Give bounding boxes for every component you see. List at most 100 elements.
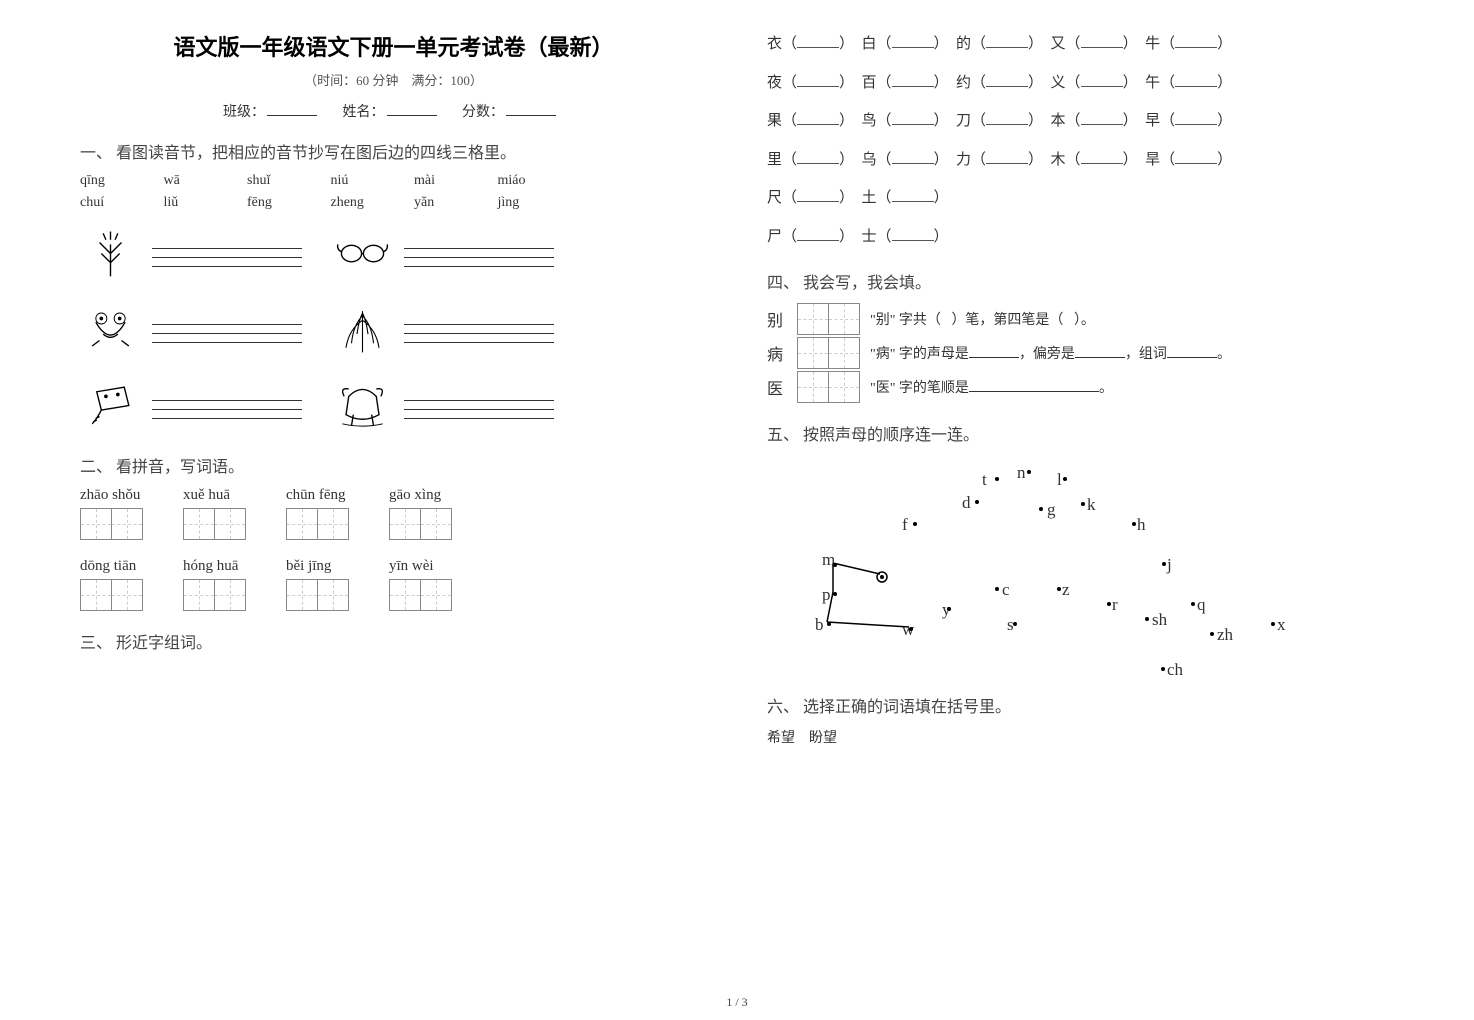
q4-text: "医" 字的笔顺是。 bbox=[870, 377, 1113, 397]
q3-heading: 三、 形近字组词。 bbox=[80, 629, 707, 653]
q5-dot bbox=[1063, 477, 1067, 481]
class-blank bbox=[267, 115, 317, 116]
header-fields: 班级： 姓名： 分数： bbox=[80, 101, 707, 121]
tianzige bbox=[797, 303, 860, 335]
q5-node: q bbox=[1197, 595, 1206, 615]
four-line-grid bbox=[404, 316, 554, 343]
q1-pinyin-row2: chuí liǔ fēng zheng yǎn jìng bbox=[80, 195, 707, 211]
q5-node: f bbox=[902, 515, 908, 535]
pinyin-label: gāo xìng bbox=[389, 487, 452, 504]
q5-dot bbox=[1039, 507, 1043, 511]
q1-p6: miáo bbox=[498, 173, 578, 189]
blank bbox=[1167, 357, 1217, 358]
q1-p11: yǎn bbox=[414, 195, 494, 211]
q5-dot bbox=[833, 592, 837, 596]
q2-row2: dōng tiān hóng huā běi jīng yīn wèi bbox=[80, 558, 707, 611]
q5-heading: 五、 按照声母的顺序连一连。 bbox=[767, 421, 1394, 445]
q5-node: ch bbox=[1167, 660, 1183, 680]
tianzige bbox=[183, 508, 246, 540]
q3-pair-row: 果（） 鸟（） 刀（） 本（） 早（） bbox=[767, 107, 1394, 136]
q1-p9: fēng bbox=[247, 195, 327, 211]
q4-text: "病" 字的声母是，偏旁是，组词。 bbox=[870, 343, 1231, 363]
q4-text-seg: ，偏旁是 bbox=[1019, 347, 1075, 362]
q5-dot bbox=[1057, 587, 1061, 591]
blank bbox=[1075, 357, 1125, 358]
word-item: gāo xìng bbox=[389, 487, 452, 540]
q4-row-2: 病 "病" 字的声母是，偏旁是，组词。 bbox=[767, 337, 1394, 369]
tianzige bbox=[286, 579, 349, 611]
right-column: 衣（） 白（） 的（） 又（） 牛（）夜（） 百（） 约（） 义（） 午（）果（… bbox=[737, 30, 1424, 990]
buffalo-icon bbox=[332, 375, 392, 435]
left-column: 语文版一年级语文下册一单元考试卷（最新） （时间：60 分钟 满分：100） 班… bbox=[50, 30, 737, 990]
q5-node: d bbox=[962, 493, 971, 513]
tianzige bbox=[389, 508, 452, 540]
q5-dot bbox=[1013, 622, 1017, 626]
q6-words: 希望 盼望 bbox=[767, 727, 1394, 747]
q1-image-rows bbox=[80, 223, 707, 435]
tianzige bbox=[80, 508, 143, 540]
q1-p8: liǔ bbox=[164, 195, 244, 211]
q1-heading: 一、 看图读音节，把相应的音节抄写在图后边的四线三格里。 bbox=[80, 139, 707, 163]
q4-char: 别 bbox=[767, 307, 787, 331]
kite-icon bbox=[80, 375, 140, 435]
q5-dot bbox=[1027, 470, 1031, 474]
q5-node: h bbox=[1137, 515, 1146, 535]
rice-plant-icon bbox=[80, 223, 140, 283]
q1-imgrow-2 bbox=[80, 299, 707, 359]
class-label: 班级： bbox=[223, 105, 265, 120]
four-line-grid bbox=[152, 240, 302, 267]
q5-node: b bbox=[815, 615, 824, 635]
frog-icon bbox=[80, 299, 140, 359]
q5-node: k bbox=[1087, 495, 1096, 515]
tianzige bbox=[389, 579, 452, 611]
q4-content: 别 "别" 字共（ ）笔，第四笔是（ ）。 病 "病" 字的声母是，偏旁是，组词… bbox=[767, 303, 1394, 403]
q1-p2: wā bbox=[164, 173, 244, 189]
q3-pairs: 衣（） 白（） 的（） 又（） 牛（）夜（） 百（） 约（） 义（） 午（）果（… bbox=[767, 30, 1394, 251]
pinyin-label: dōng tiān bbox=[80, 558, 143, 575]
q6-heading: 六、 选择正确的词语填在括号里。 bbox=[767, 693, 1394, 717]
q2-row1: zhāo shǒu xuě huā chūn fēng gāo xìng bbox=[80, 487, 707, 540]
q4-text-seg: "别" 字共（ bbox=[870, 313, 941, 328]
q5-node: n bbox=[1017, 463, 1026, 483]
q2-heading: 二、 看拼音，写词语。 bbox=[80, 453, 707, 477]
q1-p4: niú bbox=[331, 173, 411, 189]
word-item: hóng huā bbox=[183, 558, 246, 611]
score-label: 分数： bbox=[462, 105, 504, 120]
q4-char: 医 bbox=[767, 375, 787, 399]
q4-heading: 四、 我会写，我会填。 bbox=[767, 269, 1394, 293]
q5-dot bbox=[1081, 502, 1085, 506]
pinyin-label: hóng huā bbox=[183, 558, 246, 575]
word-item: dōng tiān bbox=[80, 558, 143, 611]
q3-pair-row: 尸（） 士（） bbox=[767, 223, 1394, 252]
q4-text-seg: ，组词 bbox=[1125, 347, 1167, 362]
q5-dot bbox=[975, 500, 979, 504]
q5-dot bbox=[1210, 632, 1214, 636]
score-blank bbox=[506, 115, 556, 116]
q5-node: zh bbox=[1217, 625, 1233, 645]
q4-text-seg: ）。 bbox=[1074, 313, 1095, 328]
exam-subtitle: （时间：60 分钟 满分：100） bbox=[80, 70, 707, 89]
q1-imgrow-3 bbox=[80, 375, 707, 435]
page-footer: 1 / 3 bbox=[726, 995, 747, 1010]
four-line-grid bbox=[152, 392, 302, 419]
q4-row-1: 别 "别" 字共（ ）笔，第四笔是（ ）。 bbox=[767, 303, 1394, 335]
word-item: yīn wèi bbox=[389, 558, 452, 611]
q5-dot bbox=[1162, 562, 1166, 566]
q1-p3: shuǐ bbox=[247, 173, 327, 189]
q5-dot bbox=[995, 477, 999, 481]
tianzige bbox=[797, 371, 860, 403]
tianzige bbox=[286, 508, 349, 540]
tianzige bbox=[80, 579, 143, 611]
word-item: běi jīng bbox=[286, 558, 349, 611]
pinyin-label: chūn fēng bbox=[286, 487, 349, 504]
q5-dot bbox=[1191, 602, 1195, 606]
q5-node: r bbox=[1112, 595, 1118, 615]
q5-node: g bbox=[1047, 500, 1056, 520]
four-line-grid bbox=[404, 240, 554, 267]
q5-node: p bbox=[822, 585, 831, 605]
word-item: chūn fēng bbox=[286, 487, 349, 540]
word-item: xuě huā bbox=[183, 487, 246, 540]
four-line-grid bbox=[152, 316, 302, 343]
q5-node: x bbox=[1277, 615, 1286, 635]
glasses-icon bbox=[332, 223, 392, 283]
